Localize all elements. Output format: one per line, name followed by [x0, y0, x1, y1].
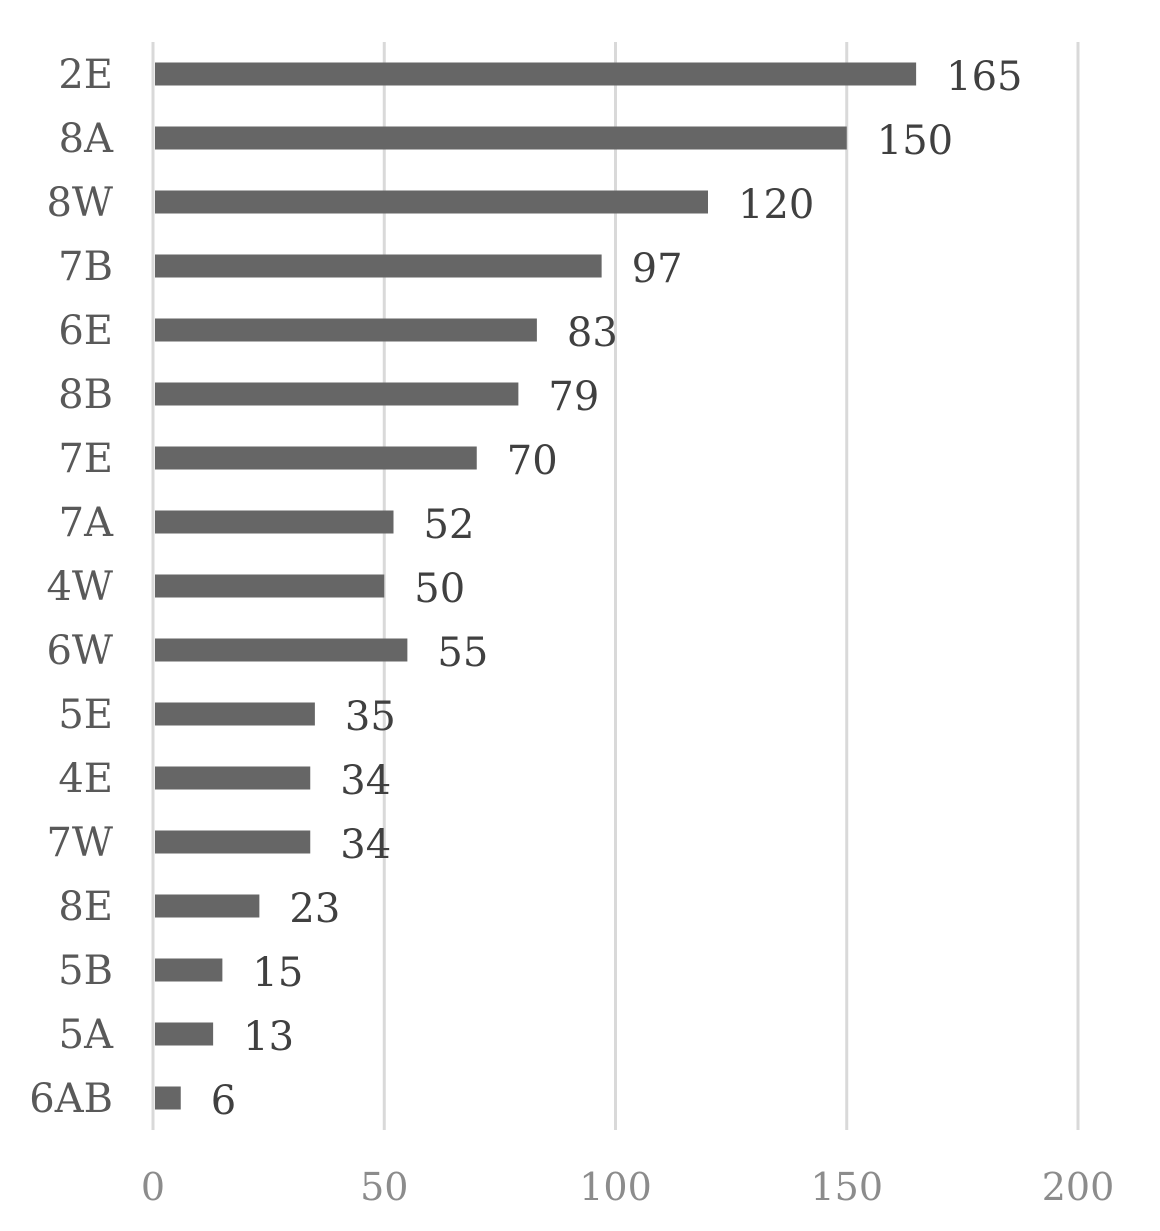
bar-8E [155, 894, 260, 918]
category-label-5A: 5A [59, 1012, 114, 1058]
bar-8B [155, 382, 519, 406]
category-label-8W: 8W [46, 180, 113, 226]
bar-6E [155, 318, 537, 342]
bar-5B [155, 958, 223, 982]
value-label-6W: 55 [437, 630, 488, 676]
bar-2E [155, 62, 917, 86]
x-tick-label: 200 [1042, 1165, 1115, 1209]
value-label-5B: 15 [252, 950, 303, 996]
bar-6W [155, 638, 408, 662]
category-label-7E: 7E [58, 436, 113, 482]
category-label-4W: 4W [46, 564, 113, 610]
bar-7B [155, 254, 602, 278]
category-label-8E: 8E [58, 884, 113, 930]
x-tick-label: 100 [579, 1165, 652, 1209]
category-label-6E: 6E [58, 308, 113, 354]
x-tick-label: 50 [360, 1165, 408, 1209]
bar-6AB [155, 1086, 181, 1110]
value-label-6AB: 6 [211, 1078, 236, 1124]
value-label-8E: 23 [289, 886, 340, 932]
x-tick-label: 150 [810, 1165, 883, 1209]
x-tick-label: 0 [141, 1165, 165, 1209]
category-label-7W: 7W [46, 820, 113, 866]
value-label-2E: 165 [946, 54, 1022, 100]
bar-7A [155, 510, 394, 534]
bar-8A [155, 126, 847, 150]
bar-8W [155, 190, 708, 214]
value-label-8W: 120 [738, 182, 814, 228]
bar-7E [155, 446, 477, 470]
category-label-6W: 6W [46, 628, 113, 674]
value-label-5E: 35 [345, 694, 396, 740]
value-label-4E: 34 [340, 758, 391, 804]
category-label-7B: 7B [58, 244, 113, 290]
category-label-7A: 7A [59, 500, 114, 546]
category-label-5E: 5E [58, 692, 113, 738]
category-label-2E: 2E [58, 52, 113, 98]
value-label-6E: 83 [567, 310, 618, 356]
value-label-7B: 97 [632, 246, 683, 292]
category-label-6AB: 6AB [29, 1076, 113, 1122]
category-label-8B: 8B [58, 372, 113, 418]
value-label-8B: 79 [548, 374, 599, 420]
bar-4W [155, 574, 385, 598]
bar-4E [155, 766, 311, 790]
value-label-7A: 52 [424, 502, 475, 548]
category-label-5B: 5B [58, 948, 113, 994]
bars [155, 62, 917, 1110]
bar-5E [155, 702, 315, 726]
bar-7W [155, 830, 311, 854]
value-label-4W: 50 [414, 566, 465, 612]
x-axis-tick-labels: 0 50 100 150 200 [141, 1165, 1114, 1209]
value-label-7E: 70 [507, 438, 558, 484]
category-label-8A: 8A [59, 116, 114, 162]
value-label-8A: 150 [877, 118, 953, 164]
category-labels: 2E 8A 8W 7B 6E 8B 7E 7A 4W 6W 5E 4E 7W 8E 5B 5A 6AB [29, 52, 114, 1122]
gridlines [151, 42, 1080, 1130]
value-label-5A: 13 [243, 1014, 294, 1060]
category-label-4E: 4E [58, 756, 113, 802]
bar-5A [155, 1022, 214, 1046]
value-label-7W: 34 [340, 822, 391, 868]
